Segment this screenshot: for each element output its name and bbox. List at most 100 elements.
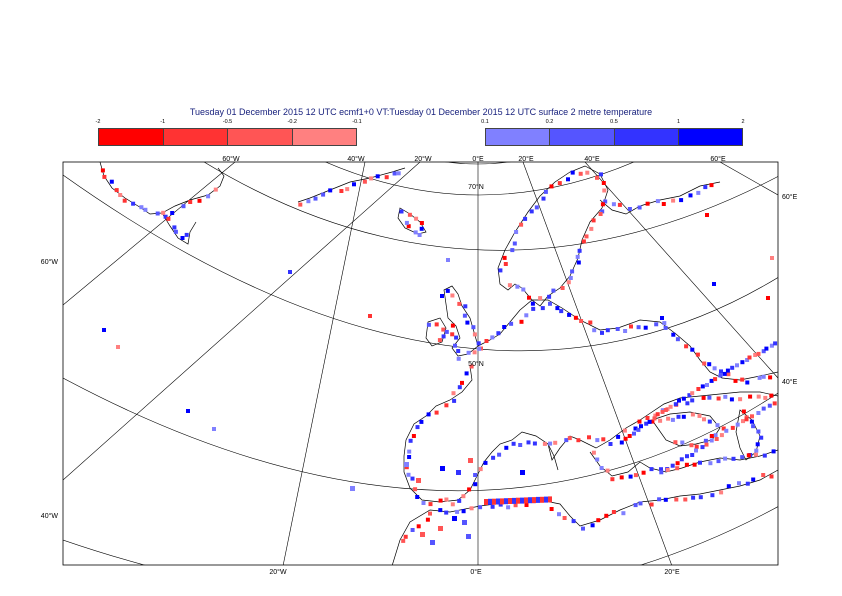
anomaly-box <box>570 170 575 175</box>
anomaly-box <box>761 374 766 379</box>
anomaly-box <box>638 501 643 506</box>
anomaly-box <box>502 255 507 260</box>
anomaly-box <box>647 419 652 424</box>
anomaly-box <box>524 313 529 318</box>
anomaly-box <box>415 495 420 499</box>
anomaly-box <box>704 442 709 447</box>
anomaly-box <box>457 498 462 503</box>
anomaly-box <box>434 410 439 415</box>
anomaly-box <box>719 490 724 495</box>
anomaly-box <box>188 200 193 204</box>
anomaly-box <box>508 498 512 504</box>
anomaly-box <box>478 505 483 510</box>
coastline-greenland <box>99 162 225 215</box>
anomaly-box <box>392 171 397 176</box>
anomaly-box <box>500 498 504 505</box>
map-frame <box>62 161 779 566</box>
anomaly-box <box>716 396 721 401</box>
anomaly-box <box>511 441 516 446</box>
anomaly-box <box>507 283 512 288</box>
anomaly-box <box>746 453 751 458</box>
anomaly-box <box>660 409 665 414</box>
anomaly-box <box>595 175 599 180</box>
anomaly-box <box>421 501 426 505</box>
anomaly-box <box>298 202 303 207</box>
anomaly-box <box>426 412 431 417</box>
anomaly-box <box>350 486 355 491</box>
anomaly-box <box>523 216 528 221</box>
anomaly-box <box>497 452 502 457</box>
anomaly-box <box>694 444 699 449</box>
legend-tick: 2 <box>741 119 745 125</box>
anomaly-box <box>744 417 749 422</box>
anomaly-box <box>676 414 681 419</box>
anomaly-box <box>595 457 600 462</box>
anomaly-box <box>719 433 724 438</box>
anomaly-box <box>428 502 433 507</box>
legend-positive-colorbar <box>485 128 743 146</box>
anomaly-box <box>660 316 664 320</box>
anomaly-box <box>726 484 731 489</box>
anomaly-box <box>321 192 326 197</box>
graticule-label: 60°W <box>41 258 59 266</box>
anomaly-box <box>345 187 350 192</box>
anomaly-box <box>313 196 318 201</box>
map-title: Tuesday 01 December 2015 12 UTC ecmf1+0 … <box>189 107 653 117</box>
anomaly-box <box>437 338 442 343</box>
anomaly-box <box>553 440 558 445</box>
graticule-label: 60°E <box>710 155 726 163</box>
anomaly-box <box>710 493 715 498</box>
legend-positive: 0.1 0.2 0.5 1 2 <box>481 119 745 146</box>
anomaly-box <box>655 412 660 417</box>
legend-tick: 1 <box>676 119 681 125</box>
anomaly-box <box>619 475 624 480</box>
anomaly-box <box>415 425 420 430</box>
anomaly-box <box>562 516 567 520</box>
anomaly-box <box>186 409 190 413</box>
anomaly-box <box>611 510 616 514</box>
anomaly-box <box>509 321 514 326</box>
anomaly-box <box>659 467 663 472</box>
anomaly-box <box>645 201 650 206</box>
anomaly-box <box>542 441 547 446</box>
anomaly-box <box>698 495 703 500</box>
meridian-line <box>522 162 672 565</box>
anomaly-box <box>663 325 668 330</box>
anomaly-box <box>456 470 461 475</box>
anomaly-box <box>450 332 455 337</box>
anomaly-box <box>529 209 534 214</box>
anomaly-box <box>705 213 709 217</box>
anomaly-box <box>677 398 681 403</box>
anomaly-box <box>652 416 657 421</box>
anomaly-box <box>288 270 292 274</box>
anomaly-box <box>551 288 556 293</box>
latitude-circle <box>203 162 778 251</box>
anomaly-box <box>751 477 756 482</box>
anomaly-box <box>608 442 613 446</box>
legend-tick: 0.5 <box>610 119 618 125</box>
anomaly-box <box>636 427 641 432</box>
anomaly-box <box>690 347 695 352</box>
anomaly-box <box>504 498 508 505</box>
anomaly-box <box>473 473 478 477</box>
anomaly-box <box>633 473 638 478</box>
anomaly-box <box>516 497 520 504</box>
anomaly-box <box>524 503 529 507</box>
anomaly-box <box>557 181 562 186</box>
legend-tick: -0.1 <box>352 119 362 125</box>
anomaly-box <box>600 330 604 335</box>
anomaly-box <box>751 424 756 429</box>
anomaly-box <box>637 205 642 210</box>
anomaly-box <box>575 254 580 259</box>
anomaly-box <box>680 440 685 445</box>
anomaly-box <box>756 351 761 356</box>
legend-swatch <box>678 129 742 145</box>
anomaly-box <box>611 202 616 207</box>
anomaly-box <box>166 216 171 221</box>
anomaly-box <box>455 509 460 514</box>
anomaly-box <box>726 372 731 377</box>
anomaly-box <box>745 358 750 362</box>
anomaly-box <box>639 424 643 429</box>
anomaly-box <box>540 496 544 503</box>
anomaly-box <box>498 268 503 273</box>
